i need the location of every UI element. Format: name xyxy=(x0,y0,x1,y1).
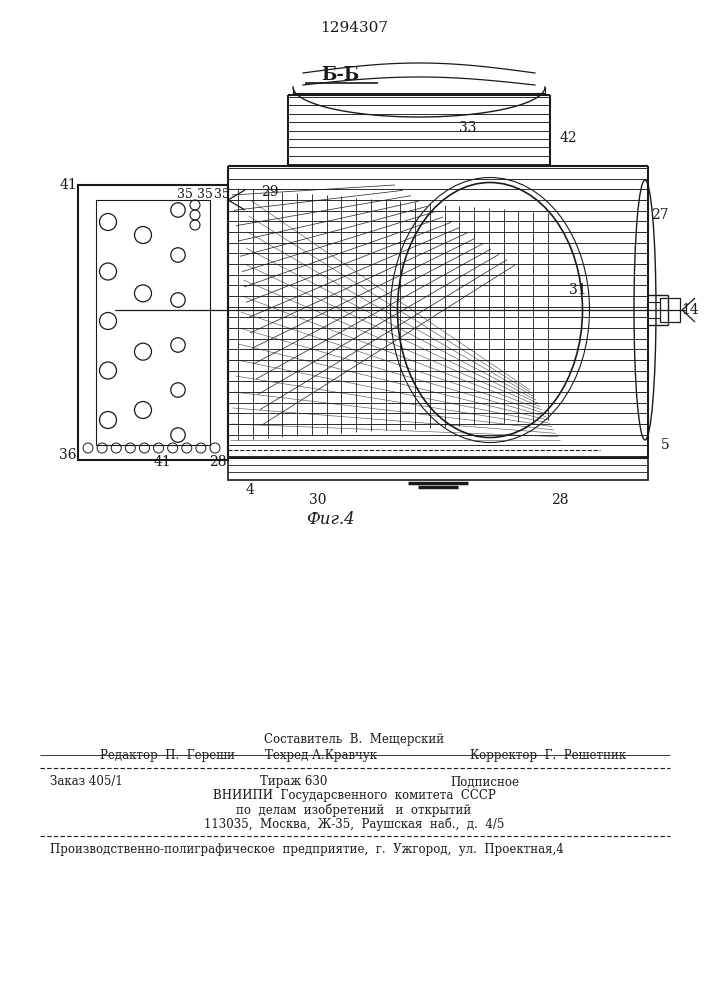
Text: 35: 35 xyxy=(214,188,230,202)
Text: Б-Б: Б-Б xyxy=(321,66,359,84)
Text: Производственно-полиграфическое  предприятие,  г.  Ужгород,  ул.  Проектная,4: Производственно-полиграфическое предприя… xyxy=(50,844,563,856)
Text: ВНИИПИ  Государсвенного  комитета  СССР: ВНИИПИ Государсвенного комитета СССР xyxy=(213,790,496,802)
Text: Корректор  Г.  Решетник: Корректор Г. Решетник xyxy=(470,748,626,762)
Text: Тираж 630: Тираж 630 xyxy=(260,776,327,788)
Text: 41: 41 xyxy=(59,178,77,192)
Text: Техред А.Кравчук: Техред А.Кравчук xyxy=(265,748,377,762)
Text: Заказ 405/1: Заказ 405/1 xyxy=(50,776,123,788)
Text: 27: 27 xyxy=(651,208,669,222)
Bar xyxy=(228,458,648,480)
Text: 29: 29 xyxy=(262,185,279,199)
Text: Подписное: Подписное xyxy=(450,776,519,788)
Text: 4: 4 xyxy=(245,483,255,497)
Text: 28: 28 xyxy=(209,455,227,469)
Bar xyxy=(660,298,680,322)
Bar xyxy=(96,200,210,445)
Text: 41: 41 xyxy=(153,455,171,469)
Text: по  делам  изобретений   и  открытий: по делам изобретений и открытий xyxy=(236,803,472,817)
Text: 42: 42 xyxy=(559,131,577,145)
Text: Фиг.4: Фиг.4 xyxy=(305,512,354,528)
Text: 35: 35 xyxy=(177,188,193,202)
Text: 5: 5 xyxy=(660,438,670,452)
Text: 113035,  Москва,  Ж-35,  Раушская  наб.,  д.  4/5: 113035, Москва, Ж-35, Раушская наб., д. … xyxy=(204,817,504,831)
Text: 30: 30 xyxy=(309,493,327,507)
Text: 31: 31 xyxy=(569,283,587,297)
Text: Составитель  В.  Мещерский: Составитель В. Мещерский xyxy=(264,734,444,746)
Text: 14: 14 xyxy=(681,303,699,317)
Text: 35: 35 xyxy=(197,188,213,202)
Bar xyxy=(78,185,228,460)
Text: Редактор  П.  Гереши: Редактор П. Гереши xyxy=(100,748,235,762)
Text: 28: 28 xyxy=(551,493,568,507)
Text: 33: 33 xyxy=(460,121,477,135)
Text: 1294307: 1294307 xyxy=(320,21,388,35)
Text: 36: 36 xyxy=(59,448,77,462)
